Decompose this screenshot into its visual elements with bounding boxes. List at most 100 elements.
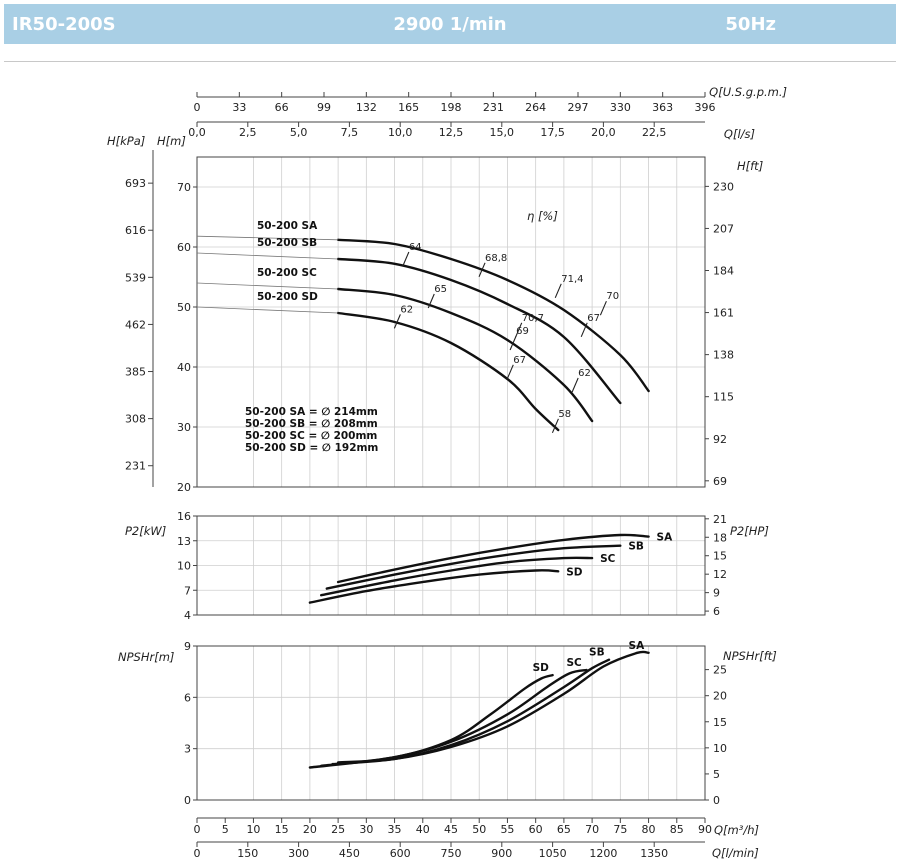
npsh-curve-label: SD <box>533 662 550 674</box>
lmin-tick-label: 1350 <box>640 847 668 860</box>
npsh-m-tick-label: 3 <box>184 743 191 756</box>
power-curve-sc <box>320 556 594 597</box>
npsh-ft-axis-label: NPSHr[ft] <box>723 649 777 663</box>
gpm-tick-label: 396 <box>695 101 716 114</box>
efficiency-mark-label: 69 <box>516 326 529 337</box>
npsh-ft-tick-label: 5 <box>713 768 720 781</box>
head-curve-sa <box>336 238 650 393</box>
power-kw-tick-label: 13 <box>177 535 191 548</box>
lmin-tick-label: 1200 <box>589 847 617 860</box>
head-ft-tick-label: 92 <box>713 433 727 446</box>
efficiency-axis-label: η [%] <box>527 209 558 223</box>
head-ft-tick-label: 138 <box>713 349 734 362</box>
head-curve-label: 50-200 SA <box>257 220 318 232</box>
efficiency-mark-label: 62 <box>400 304 413 315</box>
m3h-tick-label: 50 <box>472 823 486 836</box>
efficiency-mark <box>402 251 410 267</box>
power-curve-sa <box>336 533 650 584</box>
power-curve-label: SA <box>657 532 674 544</box>
lmin-tick-label: 150 <box>237 847 258 860</box>
head-m-tick-label: 40 <box>177 361 191 374</box>
efficiency-mark <box>551 418 559 434</box>
npsh-curve-label: SA <box>629 640 646 652</box>
efficiency-mark <box>393 314 401 329</box>
npsh-m-tick-label: 6 <box>184 691 191 704</box>
head-m-tick-label: 30 <box>177 421 191 434</box>
npsh-curve-label: SB <box>589 647 605 659</box>
head-ft-tick-label: 115 <box>713 391 734 404</box>
efficiency-mark-label: 67 <box>513 355 526 366</box>
model-title: IR50-200S <box>12 14 116 35</box>
lmin-axis-label: Q[l/min] <box>712 846 759 860</box>
m3h-tick-label: 80 <box>642 823 656 836</box>
head-kpa-tick-label: 231 <box>125 460 146 473</box>
power-hp-tick-label: 18 <box>713 531 727 544</box>
title-bar: IR50-200S 2900 1/min 50Hz <box>4 4 896 44</box>
m3h-tick-label: 65 <box>557 823 571 836</box>
efficiency-mark <box>580 322 588 338</box>
power-hp-tick-label: 12 <box>713 568 727 581</box>
gpm-tick-label: 0 <box>194 101 201 114</box>
m3h-tick-label: 30 <box>359 823 373 836</box>
power-hp-tick-label: 21 <box>713 513 727 526</box>
head-curve-sc <box>336 287 594 423</box>
efficiency-mark-label: 70,7 <box>522 313 544 324</box>
m3h-tick-label: 25 <box>331 823 345 836</box>
power-kw-tick-label: 4 <box>184 609 191 622</box>
efficiency-mark <box>478 262 486 278</box>
lmin-tick-label: 750 <box>441 847 462 860</box>
npsh-ft-tick-label: 20 <box>713 690 727 703</box>
npsh-m-tick-label: 9 <box>184 640 191 653</box>
head-curve-label: 50-200 SD <box>257 291 318 303</box>
lmin-tick-label: 300 <box>288 847 309 860</box>
frequency-title: 50Hz <box>725 14 776 35</box>
efficiency-mark <box>554 283 562 299</box>
gpm-tick-label: 330 <box>610 101 631 114</box>
efficiency-mark <box>571 377 579 393</box>
ls-tick-label: 2,5 <box>239 126 257 139</box>
npsh-curve-sd <box>308 673 554 769</box>
efficiency-mark-label: 67 <box>587 313 600 324</box>
ls-tick-label: 22,5 <box>642 126 667 139</box>
lmin-tick-label: 600 <box>390 847 411 860</box>
gpm-tick-label: 132 <box>356 101 377 114</box>
efficiency-mark-label: 62 <box>578 368 591 379</box>
efficiency-mark <box>427 293 435 309</box>
head-kpa-axis-label: H[kPa] <box>107 134 145 148</box>
power-hp-tick-label: 6 <box>713 605 720 618</box>
speed-title: 2900 1/min <box>393 14 507 35</box>
npsh-ft-tick-label: 25 <box>713 664 727 677</box>
m3h-tick-label: 15 <box>275 823 289 836</box>
power-kw-tick-label: 16 <box>177 510 191 523</box>
head-m-tick-label: 60 <box>177 241 191 254</box>
m3h-tick-label: 5 <box>222 823 229 836</box>
gpm-tick-label: 231 <box>483 101 504 114</box>
m3h-tick-label: 40 <box>416 823 430 836</box>
efficiency-mark-label: 58 <box>558 409 571 420</box>
m3h-tick-label: 0 <box>194 823 201 836</box>
power-hp-axis-label: P2[HP] <box>730 524 769 538</box>
curve-leader-line <box>196 306 339 314</box>
npsh-curve-sa <box>336 650 650 764</box>
power-hp-tick-label: 9 <box>713 587 720 600</box>
gpm-tick-label: 33 <box>232 101 246 114</box>
power-curve-label: SD <box>566 566 583 578</box>
efficiency-mark-label: 64 <box>409 242 422 253</box>
head-curve-label: 50-200 SC <box>257 267 317 279</box>
power-kw-tick-label: 7 <box>184 584 191 597</box>
power-curve-sb <box>325 544 622 590</box>
head-kpa-tick-label: 539 <box>125 271 146 284</box>
npsh-curve-sb <box>331 658 611 766</box>
efficiency-mark-label: 71,4 <box>561 274 583 285</box>
m3h-tick-label: 85 <box>670 823 684 836</box>
ls-axis-label: Q[l/s] <box>724 127 755 141</box>
npsh-curve-sc <box>320 668 588 767</box>
gpm-axis-label: Q[U.S.g.p.m.] <box>709 85 787 99</box>
gpm-tick-label: 66 <box>275 101 289 114</box>
efficiency-mark <box>509 335 517 351</box>
npsh-m-tick-label: 0 <box>184 794 191 807</box>
m3h-tick-label: 45 <box>444 823 458 836</box>
head-ft-tick-label: 207 <box>713 222 734 235</box>
npsh-ft-tick-label: 15 <box>713 716 727 729</box>
